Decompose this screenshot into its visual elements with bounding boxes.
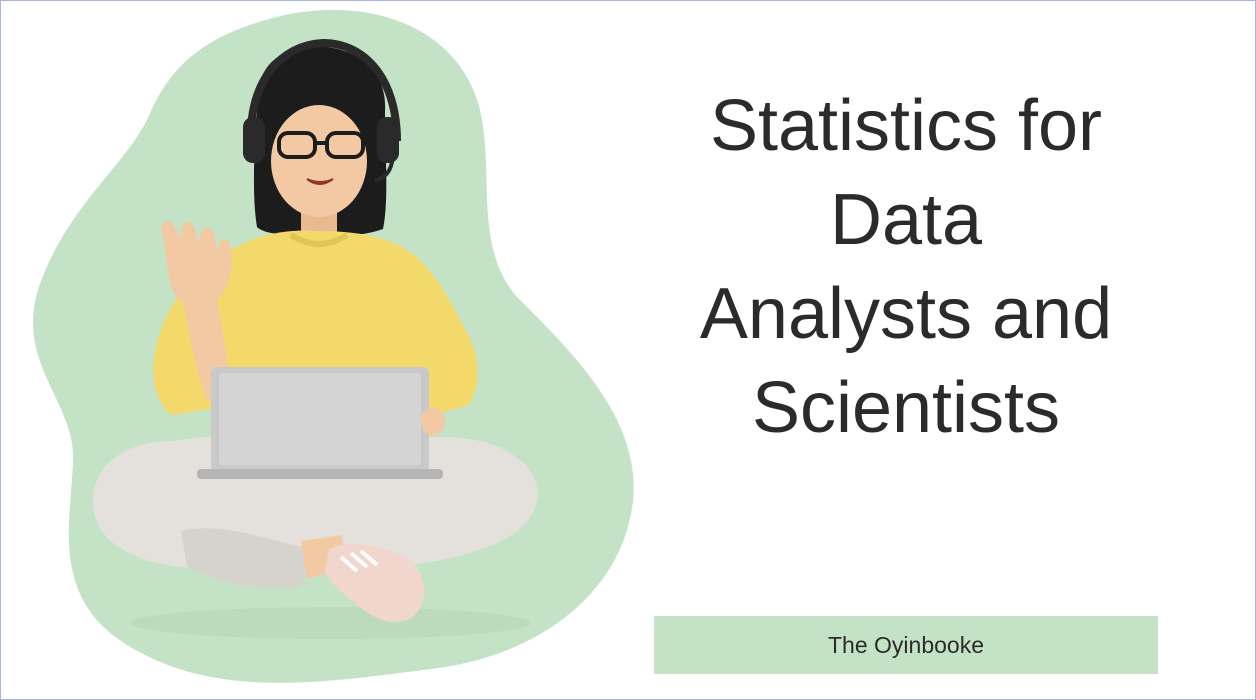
headset-mic <box>374 150 395 183</box>
headset-left-earcup <box>243 117 265 163</box>
smile <box>306 178 334 185</box>
title-line-2: Data <box>829 180 983 260</box>
laptop-screen-highlight <box>219 373 421 465</box>
laptop-base <box>197 469 443 479</box>
title-line-1: Statistics for <box>709 86 1103 166</box>
pants-cuff-left <box>181 528 313 589</box>
resting-hand <box>421 407 445 435</box>
author-name: The Oyinbooke <box>828 631 984 658</box>
headset-right-earcup <box>377 117 399 163</box>
author-bar: The Oyinbooke <box>654 616 1158 674</box>
headset-band <box>246 38 401 142</box>
slide-title: Statistics for Data Analysts and Scienti… <box>656 79 1156 455</box>
face <box>271 105 367 217</box>
illustration <box>33 9 634 683</box>
waving-hand <box>161 221 232 306</box>
floor-shadow <box>131 607 531 639</box>
glasses <box>277 131 365 159</box>
shirt-collar <box>289 232 349 247</box>
title-line-4: Scientists <box>751 368 1061 448</box>
title-line-3: Analysts and <box>699 274 1113 354</box>
hair-fringe <box>270 62 380 123</box>
sneaker-laces <box>339 549 379 573</box>
